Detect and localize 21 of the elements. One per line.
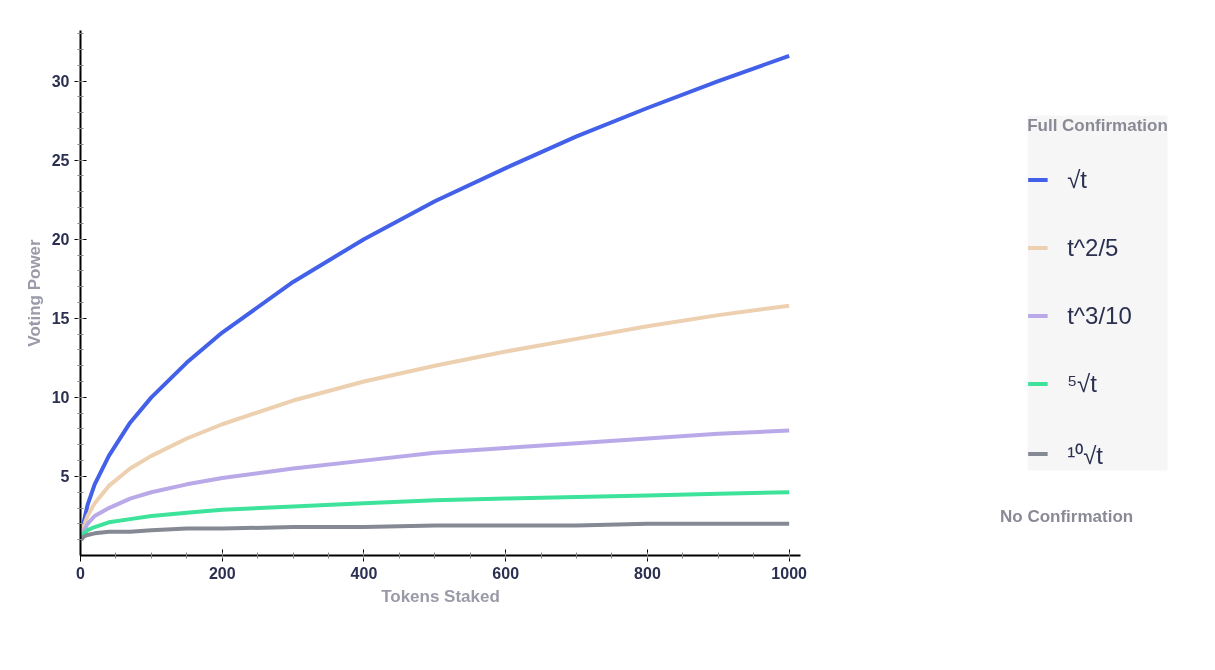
y-tick-label: 25 — [51, 152, 70, 170]
x-tick-label: 400 — [350, 564, 378, 582]
x-axis-title: Tokens Staked — [381, 586, 500, 606]
x-tick-label: 800 — [634, 564, 661, 582]
legend-label: t^2/5 — [1067, 233, 1119, 261]
x-tick-label: 0 — [76, 564, 86, 582]
x-tick-label: 600 — [492, 564, 520, 582]
y-tick-label: 30 — [51, 73, 70, 91]
legend-label: ¹⁰√t — [1067, 440, 1103, 470]
y-axis-title: Voting Power — [24, 238, 44, 347]
legend-label: ⁵√t — [1067, 369, 1097, 397]
legend-title: Full Confirmation — [1027, 115, 1168, 135]
y-tick-label: 15 — [51, 310, 70, 328]
y-tick-label: 5 — [60, 468, 70, 486]
y-tick-label: 20 — [51, 231, 70, 249]
text: No Confirmation — [1000, 506, 1134, 528]
legend-label: √t — [1067, 165, 1088, 193]
x-tick-label: 200 — [208, 564, 236, 582]
y-tick-label: 10 — [51, 389, 70, 407]
legend-label: t^3/10 — [1067, 301, 1132, 329]
x-tick-label: 1000 — [771, 564, 808, 582]
